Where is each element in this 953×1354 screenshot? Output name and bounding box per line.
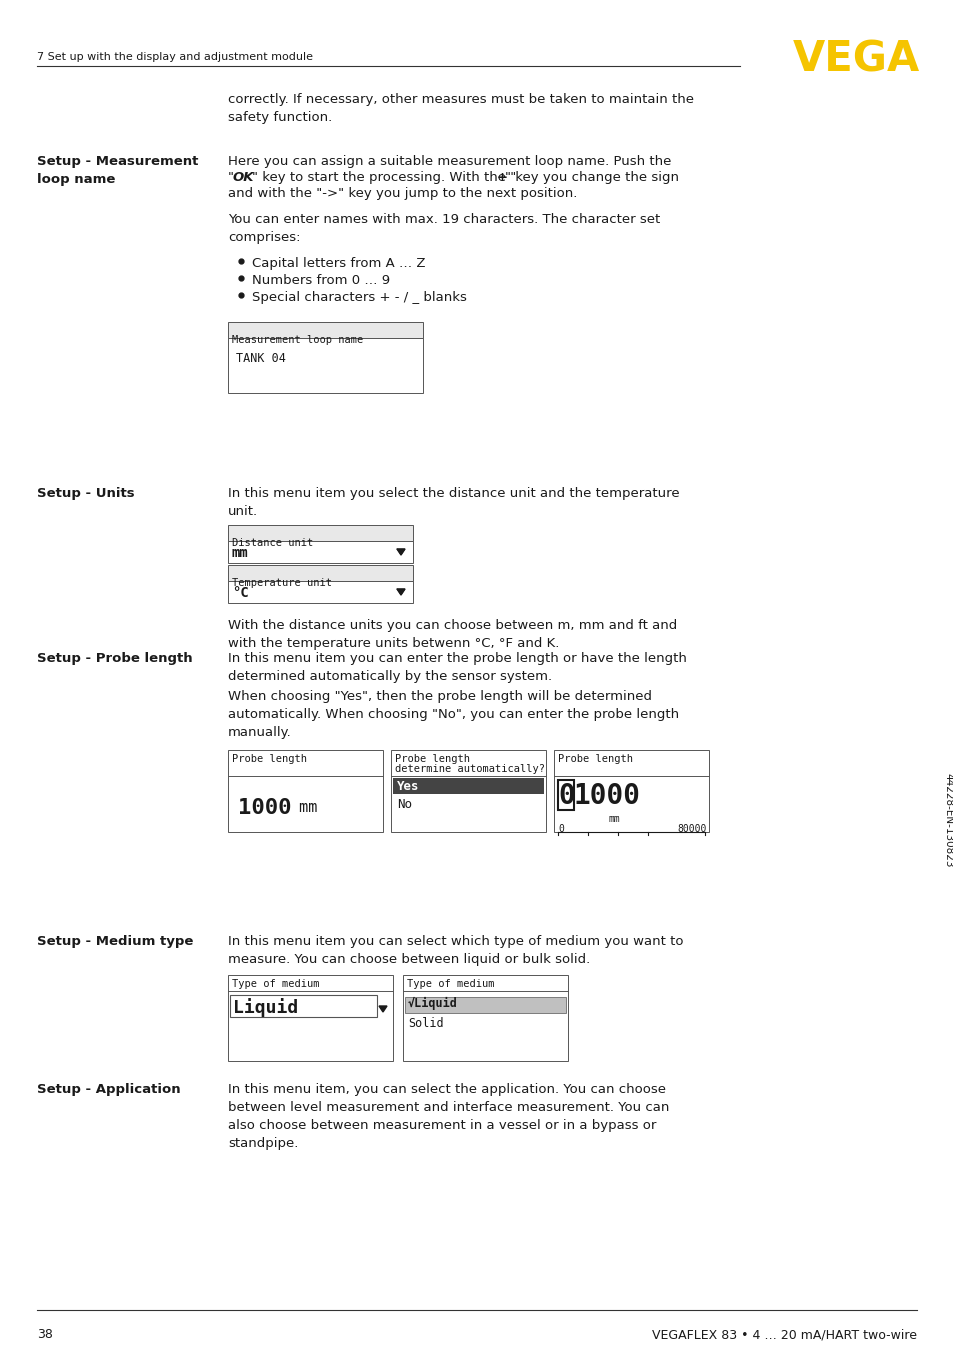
- Polygon shape: [378, 1006, 387, 1011]
- Bar: [228, 338, 422, 393]
- Bar: [228, 322, 422, 338]
- Text: 80000: 80000: [677, 825, 705, 834]
- Text: °C: °C: [232, 586, 249, 600]
- Text: 44228-EN-130823: 44228-EN-130823: [942, 773, 952, 868]
- Text: mm: mm: [608, 814, 620, 825]
- Text: 0: 0: [558, 783, 574, 810]
- Bar: [228, 565, 413, 581]
- Text: Temperature unit: Temperature unit: [232, 578, 332, 588]
- Text: 1000: 1000: [574, 783, 640, 810]
- Text: 0: 0: [558, 825, 563, 834]
- Text: Setup - Application: Setup - Application: [37, 1083, 180, 1095]
- Text: and with the "->" key you jump to the next position.: and with the "->" key you jump to the ne…: [228, 187, 577, 200]
- Polygon shape: [396, 589, 405, 594]
- Bar: [558, 780, 574, 810]
- Text: Setup - Measurement
loop name: Setup - Measurement loop name: [37, 154, 198, 185]
- Bar: [228, 581, 413, 603]
- Text: Numbers from 0 … 9: Numbers from 0 … 9: [252, 274, 390, 287]
- Text: Probe length: Probe length: [558, 754, 633, 764]
- Bar: [405, 997, 565, 1013]
- Text: 1000: 1000: [237, 798, 292, 818]
- Text: Setup - Probe length: Setup - Probe length: [37, 653, 193, 665]
- Text: Here you can assign a suitable measurement loop name. Push the: Here you can assign a suitable measureme…: [228, 154, 671, 168]
- Text: VEGAFLEX 83 • 4 … 20 mA/HART two-wire: VEGAFLEX 83 • 4 … 20 mA/HART two-wire: [651, 1328, 916, 1340]
- Text: correctly. If necessary, other measures must be taken to maintain the
safety fun: correctly. If necessary, other measures …: [228, 93, 693, 125]
- Text: Yes: Yes: [396, 780, 419, 793]
- Text: ": ": [228, 171, 233, 184]
- Text: When choosing "Yes", then the probe length will be determined
automatically. Whe: When choosing "Yes", then the probe leng…: [228, 691, 679, 739]
- Text: TANK 04: TANK 04: [235, 352, 286, 366]
- Text: " key you change the sign: " key you change the sign: [504, 171, 679, 184]
- Text: Solid: Solid: [408, 1017, 443, 1030]
- Bar: [228, 542, 413, 563]
- Text: In this menu item you can select which type of medium you want to
measure. You c: In this menu item you can select which t…: [228, 936, 682, 965]
- Text: √Liquid: √Liquid: [408, 997, 457, 1010]
- Text: Probe length: Probe length: [395, 754, 470, 764]
- Text: determine automatically?: determine automatically?: [395, 764, 544, 774]
- Text: Special characters + - / _ blanks: Special characters + - / _ blanks: [252, 291, 466, 305]
- Text: Capital letters from A … Z: Capital letters from A … Z: [252, 257, 425, 269]
- Text: OK: OK: [233, 171, 254, 184]
- Text: In this menu item, you can select the application. You can choose
between level : In this menu item, you can select the ap…: [228, 1083, 669, 1150]
- Text: " key to start the processing. With the ": " key to start the processing. With the …: [252, 171, 516, 184]
- Bar: [228, 975, 393, 1062]
- Text: mm: mm: [290, 800, 317, 815]
- Text: In this menu item you select the distance unit and the temperature
unit.: In this menu item you select the distanc…: [228, 487, 679, 519]
- Text: Setup - Medium type: Setup - Medium type: [37, 936, 193, 948]
- Text: Measurement loop name: Measurement loop name: [232, 334, 363, 345]
- Text: Type of medium: Type of medium: [232, 979, 319, 988]
- Bar: [230, 995, 376, 1017]
- Bar: [554, 750, 708, 831]
- Text: You can enter names with max. 19 characters. The character set
comprises:: You can enter names with max. 19 charact…: [228, 213, 659, 244]
- Bar: [228, 750, 382, 831]
- Text: 38: 38: [37, 1328, 52, 1340]
- Text: Distance unit: Distance unit: [232, 538, 313, 548]
- Text: Setup - Units: Setup - Units: [37, 487, 134, 500]
- Text: With the distance units you can choose between m, mm and ft and
with the tempera: With the distance units you can choose b…: [228, 619, 677, 650]
- Text: 7 Set up with the display and adjustment module: 7 Set up with the display and adjustment…: [37, 51, 313, 62]
- Text: Probe length: Probe length: [232, 754, 307, 764]
- Bar: [228, 525, 413, 542]
- Text: Type of medium: Type of medium: [407, 979, 494, 988]
- Polygon shape: [396, 548, 405, 555]
- Bar: [402, 975, 567, 1062]
- Text: VEGA: VEGA: [792, 38, 919, 80]
- Bar: [393, 779, 543, 793]
- Text: mm: mm: [232, 546, 249, 561]
- Text: No: No: [396, 798, 412, 811]
- Text: In this menu item you can enter the probe length or have the length
determined a: In this menu item you can enter the prob…: [228, 653, 686, 682]
- Text: Liquid: Liquid: [233, 998, 298, 1017]
- Text: +: +: [497, 171, 507, 184]
- Bar: [391, 750, 545, 831]
